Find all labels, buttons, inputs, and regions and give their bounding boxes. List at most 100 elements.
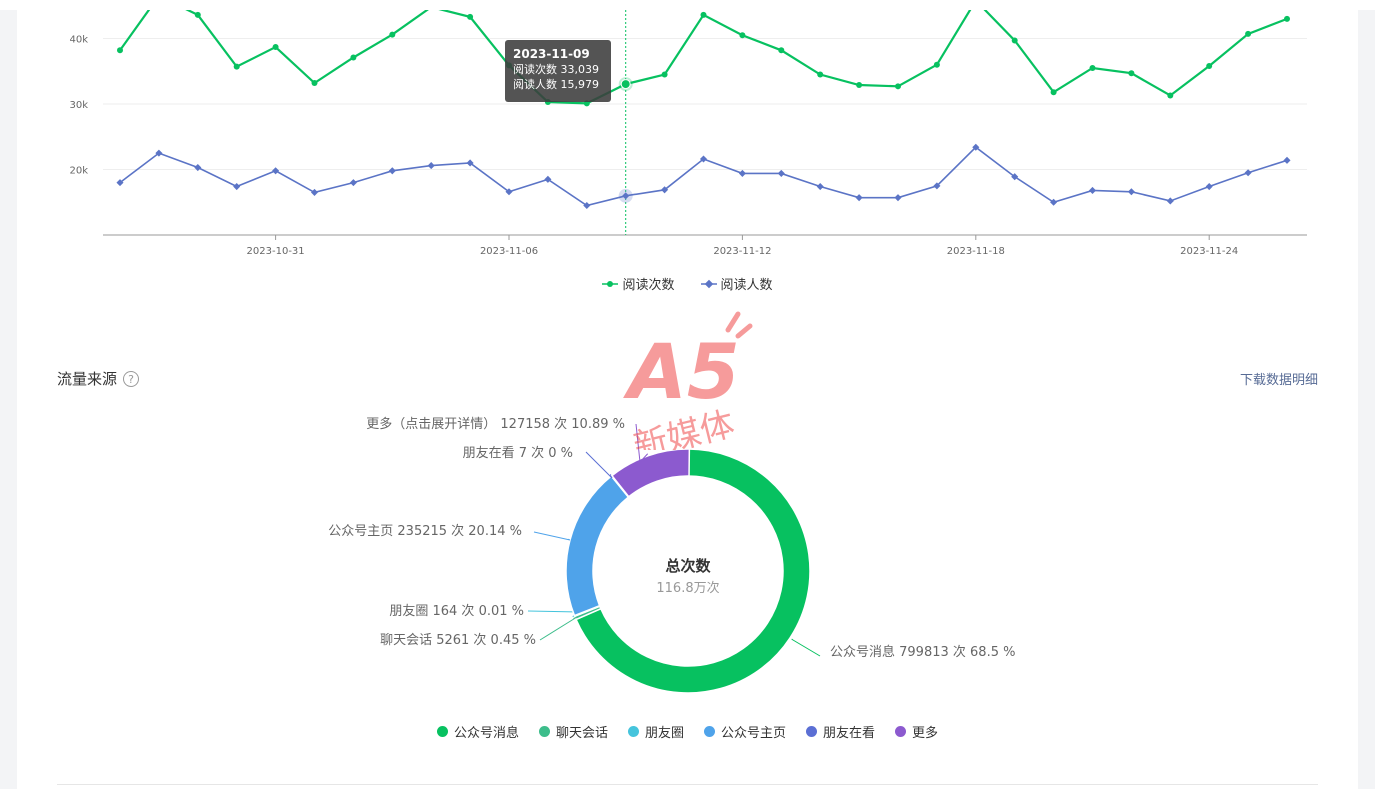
data-point-reads [1050,89,1057,96]
legend-label: 公众号主页 [721,726,787,741]
slice-label: 公众号主页 235215 次 20.14 % [328,523,522,539]
legend-item[interactable]: 公众号主页 [704,722,786,741]
x-tick-label: 2023-11-12 [713,246,771,257]
legend-label-reads: 阅读次数 [622,278,675,293]
x-tick-label: 2023-10-31 [247,246,305,257]
data-point-readers [738,169,746,177]
data-point-reads [467,13,474,20]
x-tick-label: 2023-11-18 [947,246,1005,257]
legend-label: 朋友圈 [644,726,684,741]
donut-slice-0 [575,448,811,694]
legend-label: 公众号消息 [453,726,519,741]
legend-label: 聊天会话 [555,726,608,741]
footer-divider [57,784,1318,785]
leader-line [635,423,649,464]
data-point-readers [116,179,124,187]
data-point-reads [817,71,824,78]
donut-center-value: 116.8万次 [656,580,719,596]
leader-line [527,610,581,618]
data-point-reads [620,79,631,90]
data-point-readers [622,192,630,200]
data-point-reads [389,31,396,38]
leader-line [585,451,613,479]
data-point-readers [583,201,591,210]
data-point-reads [739,32,746,39]
legend-item-readers[interactable]: 阅读人数 [700,274,773,293]
donut-slice-5 [610,448,691,498]
content-card [17,10,1358,789]
data-point-readers [544,175,552,183]
legend-item[interactable]: 朋友在看 [806,722,875,741]
data-point-readers [427,162,435,170]
data-point-reads [194,11,201,18]
line-legend: 阅读次数 阅读人数 [0,274,1375,293]
donut-legend: 公众号消息 聊天会话 朋友圈 公众号主页 朋友在看 更多 [0,722,1375,741]
section-title: 流量来源 ? [57,368,140,389]
legend-dot-icon [538,726,550,737]
data-point-readers [349,179,357,187]
legend-item[interactable]: 公众号消息 [436,722,519,741]
section-title-text: 流量来源 [57,370,118,388]
leader-line [533,531,571,541]
slice-label: 更多（点击展开详情） 127158 次 10.89 % [366,416,625,432]
legend-dot-icon [704,726,715,737]
data-point-reads [856,82,863,89]
line-chart: 20k 30k 40k 2023-10-31 2023-11-06 2023-11-12 2… [69,10,1307,257]
data-point-reads [1206,63,1213,70]
data-point-readers [855,194,863,202]
donut-slice-3 [565,475,630,617]
data-point-reads [233,63,240,70]
legend-dot-icon [436,726,448,737]
legend-dot-icon [627,726,639,737]
download-details-link[interactable]: 下载数据明细 [1239,373,1318,388]
data-point-reads [350,54,357,61]
data-point-reads [430,10,432,11]
slice-label: 聊天会话 5261 次 0.45 % [380,632,536,648]
legend-dot-icon [895,726,907,737]
chart-tooltip: 2023-11-09 阅读次数 33,039 阅读人数 15,979 [505,40,611,102]
data-point-readers [233,182,241,191]
legend-label: 更多 [912,726,939,741]
data-point-readers [894,194,902,202]
legend-item[interactable]: 朋友圈 [627,722,684,741]
data-point-readers [816,182,824,191]
data-point-readers [272,167,280,175]
data-point-reads [272,44,279,51]
data-point-readers [155,149,163,157]
slice-label: 朋友在看 7 次 0 % [463,445,573,461]
legend-dot-icon [806,726,818,737]
x-tick-label: 2023-11-24 [1180,246,1238,257]
data-point-reads [1011,37,1018,44]
data-point-reads [700,11,707,18]
leader-line [539,616,578,641]
legend-item-reads[interactable]: 阅读次数 [602,274,675,293]
legend-label-readers: 阅读人数 [720,278,773,293]
slice-label: 朋友圈 164 次 0.01 % [389,603,524,619]
data-point-reads [1089,64,1096,71]
data-point-reads [1128,70,1135,77]
data-point-readers [388,167,396,175]
legend-line-icon [602,280,619,287]
tooltip-date: 2023-11-09 [513,47,590,61]
data-point-readers [933,182,941,190]
data-point-reads [1245,30,1252,37]
legend-item[interactable]: 聊天会话 [538,722,608,741]
donut-center-title: 总次数 [665,557,711,575]
data-point-readers [1011,173,1019,181]
y-tick-label: 20k [69,166,88,177]
leader-line [791,638,821,657]
data-point-reads [1167,92,1174,99]
y-tick-label: 40k [69,35,88,46]
data-point-readers [661,186,669,194]
question-circle-icon[interactable]: ? [123,370,140,387]
data-point-reads [661,71,668,78]
data-point-reads [895,83,901,90]
data-point-readers [777,169,785,177]
legend-diamond-icon [700,279,717,288]
data-point-readers [310,188,319,196]
legend-item[interactable]: 更多 [895,722,938,741]
data-point-reads [311,80,318,87]
slice-label: 公众号消息 799813 次 68.5 % [830,644,1015,660]
tooltip-row-readers: 阅读人数 15,979 [513,78,599,91]
